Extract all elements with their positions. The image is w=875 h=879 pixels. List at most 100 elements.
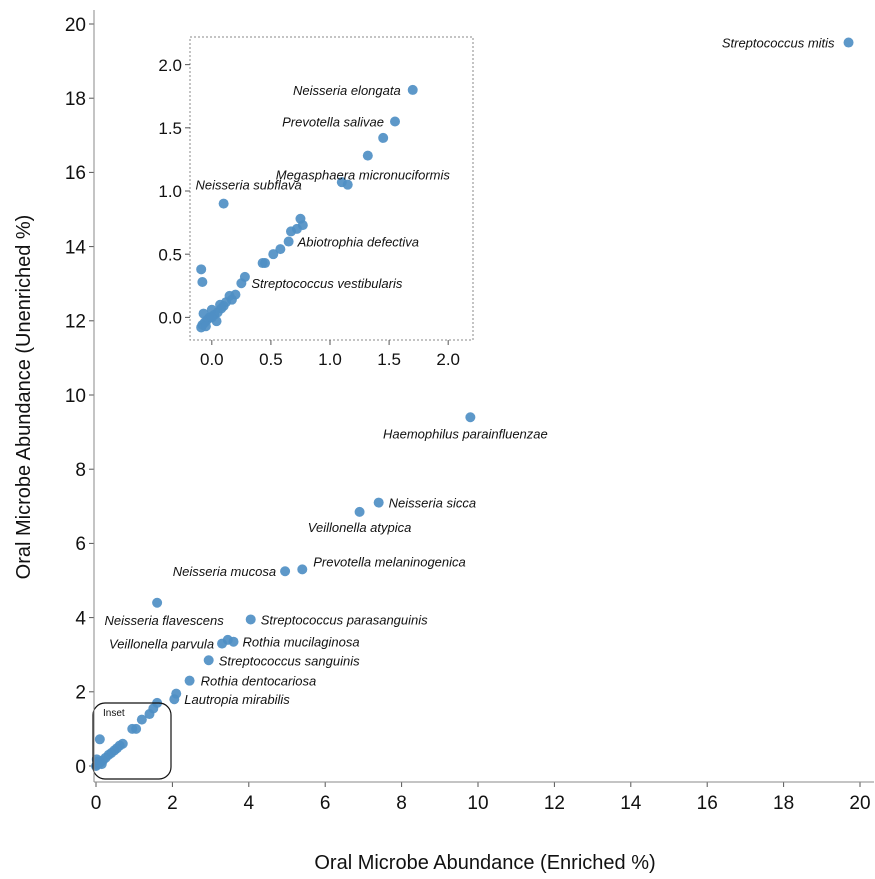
main-data-point-labeled xyxy=(203,655,214,666)
inset-data-point xyxy=(200,321,211,332)
inset-data-point xyxy=(206,312,217,323)
main-x-tick-label: 20 xyxy=(849,793,870,814)
main-y-tick-label: 14 xyxy=(65,237,87,258)
inset-data-point-labeled xyxy=(390,116,400,127)
inset-region-box xyxy=(92,702,172,780)
inset-data-point-labeled xyxy=(362,150,373,161)
inset-data-point xyxy=(378,132,389,143)
main-x-tick-label: 12 xyxy=(544,793,565,814)
inset-x-tick-label: 1.5 xyxy=(377,350,401,369)
main-data-point-labeled xyxy=(297,564,308,575)
main-point-label: Streptococcus parasanguinis xyxy=(261,612,428,627)
main-data-point-labeled xyxy=(373,497,384,508)
inset-data-point-labeled xyxy=(236,278,247,289)
inset-point-label: Neisseria elongata xyxy=(293,83,401,98)
main-point-label: Veillonella parvula xyxy=(109,637,214,652)
inset-point-label: Neisseria subflava xyxy=(196,178,302,193)
main-y-tick-label: 2 xyxy=(75,683,86,704)
inset-point-label: Prevotella salivae xyxy=(282,115,384,130)
inset-data-point xyxy=(268,249,279,260)
inset-data-point xyxy=(342,179,353,190)
inset-region: Inset xyxy=(92,702,172,780)
main-y-tick-label: 0 xyxy=(75,757,86,778)
inset-data-point-labeled xyxy=(283,236,294,247)
main-data-point-labeled xyxy=(228,636,239,647)
main-data-point-labeled xyxy=(465,412,476,423)
x-axis-title: Oral Microbe Abundance (Enriched %) xyxy=(314,852,655,874)
inset-y-tick-label: 0.5 xyxy=(158,245,182,264)
main-data-point xyxy=(144,709,155,720)
inset-data-point xyxy=(275,244,286,255)
main-data-point xyxy=(136,714,147,725)
inset-x-tick-label: 0.5 xyxy=(259,350,283,369)
main-point-label: Neisseria flavescens xyxy=(105,613,225,628)
inset-data-point-labeled xyxy=(218,198,229,209)
inset-plot: 0.0 0.5 1.0 1.5 2.0 0.0 0.5 1.0 1.5 2.0 Neisseri… xyxy=(158,36,474,369)
y-axis-title: Oral Microbe Abundance (Unenriched %) xyxy=(13,215,35,580)
main-y-tick-label: 16 xyxy=(65,163,86,184)
inset-data-point xyxy=(257,258,268,269)
inset-data-point xyxy=(215,299,226,310)
main-x-tick-label: 2 xyxy=(167,793,178,814)
inset-point-label: Megasphaera micronuciformis xyxy=(276,168,451,183)
inset-data-point xyxy=(286,226,296,237)
main-point-label: Veillonella atypica xyxy=(308,520,412,535)
inset-y-axis: 0.0 0.5 1.0 1.5 2.0 xyxy=(158,56,190,327)
inset-point-label: Abiotrophia defectiva xyxy=(297,235,419,250)
main-point-label: Streptococcus sanguinis xyxy=(219,653,360,668)
main-y-tick-label: 20 xyxy=(65,15,86,36)
main-data-point-labeled xyxy=(152,597,163,608)
main-y-tick-label: 10 xyxy=(65,386,86,407)
main-point-label: Neisseria mucosa xyxy=(173,564,276,579)
main-data-point-labeled xyxy=(169,694,180,705)
main-y-tick-label: 4 xyxy=(75,608,86,629)
inset-region-label: Inset xyxy=(103,708,125,719)
main-y-tick-label: 8 xyxy=(75,460,86,481)
main-x-axis: 0 2 4 6 8 10 12 14 16 18 20 xyxy=(91,782,871,814)
inset-data-point xyxy=(198,308,209,319)
main-data-point-labeled xyxy=(354,506,365,517)
main-x-tick-label: 14 xyxy=(620,793,642,814)
main-x-tick-label: 18 xyxy=(773,793,794,814)
main-y-tick-label: 12 xyxy=(65,312,86,333)
main-point-label: Haemophilus parainfluenzae xyxy=(383,426,548,441)
main-data-point-labeled xyxy=(843,37,854,48)
main-data-point-labeled xyxy=(245,614,256,625)
main-point-label: Streptococcus mitis xyxy=(722,36,835,51)
main-x-tick-label: 16 xyxy=(697,793,718,814)
inset-data-point xyxy=(197,276,208,287)
main-point-label: Neisseria sicca xyxy=(389,496,476,511)
main-point-label: Lautropia mirabilis xyxy=(184,692,290,707)
inset-x-tick-label: 2.0 xyxy=(436,350,460,369)
inset-data-point-labeled xyxy=(407,84,418,95)
main-x-tick-label: 4 xyxy=(244,793,255,814)
main-data-point xyxy=(94,734,105,745)
inset-data-point xyxy=(196,264,207,275)
inset-x-axis: 0.0 0.5 1.0 1.5 2.0 xyxy=(200,340,460,369)
inset-points xyxy=(196,84,418,333)
inset-plot-frame xyxy=(189,36,474,341)
inset-y-tick-label: 1.5 xyxy=(158,119,182,138)
inset-y-tick-label: 1.0 xyxy=(158,182,182,201)
main-plot: 0 2 4 6 8 10 12 14 16 18 20 0 2 4 6 8 10 12 14 16 18 20 Stre… xyxy=(65,10,874,814)
main-x-tick-label: 0 xyxy=(91,793,102,814)
main-y-tick-label: 18 xyxy=(65,89,86,110)
main-y-tick-label: 6 xyxy=(75,534,86,555)
inset-y-tick-label: 2.0 xyxy=(158,56,182,75)
inset-x-tick-label: 1.0 xyxy=(318,350,342,369)
main-x-tick-label: 8 xyxy=(396,793,407,814)
inset-point-labels: Neisseria elongata Prevotella salivae Mega… xyxy=(196,83,451,291)
main-data-point-labeled xyxy=(184,675,195,686)
main-points xyxy=(91,37,854,771)
inset-point-label: Streptococcus vestibularis xyxy=(251,276,403,291)
main-data-point xyxy=(127,723,138,734)
inset-x-tick-label: 0.0 xyxy=(200,350,224,369)
main-x-tick-label: 6 xyxy=(320,793,331,814)
main-data-point-labeled xyxy=(280,566,291,577)
main-point-label: Rothia mucilaginosa xyxy=(243,635,360,650)
main-point-labels: Streptococcus mitis Haemophilus parainflu… xyxy=(105,36,836,708)
inset-y-tick-label: 0.0 xyxy=(158,308,182,327)
main-x-tick-label: 10 xyxy=(467,793,488,814)
main-point-label: Prevotella melaninogenica xyxy=(313,554,465,569)
